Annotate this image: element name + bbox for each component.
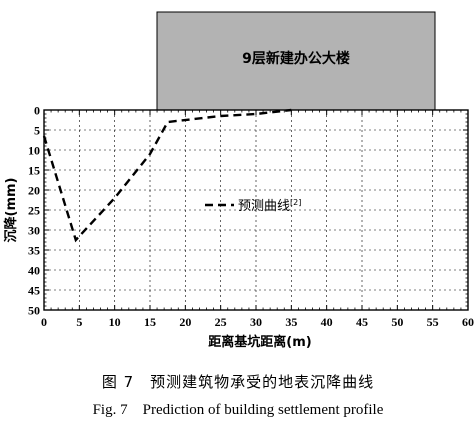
y-tick-label: 20	[28, 184, 40, 198]
x-axis-label: 距离基坑距离(m)	[208, 334, 311, 350]
y-axis-ticks: 0 5 10 15 20 25 30 35 40 45 50	[28, 104, 468, 318]
building-label: 9层新建办公大楼	[242, 50, 350, 67]
y-tick-label: 35	[28, 244, 40, 258]
y-tick-label: 0	[34, 104, 40, 118]
settlement-chart: 9层新建办公大楼 0 5 10 15 20 25 30 35 40 45 50 55 60 0 5 10 15…	[3, 11, 474, 350]
x-tick-label: 15	[144, 315, 156, 329]
figure-caption-chinese: 图 7 预测建筑物承受的地表沉降曲线	[101, 373, 375, 391]
building-rect	[156, 11, 436, 111]
x-tick-label: 0	[41, 315, 47, 329]
x-tick-label: 30	[250, 315, 262, 329]
x-tick-label: 5	[76, 315, 82, 329]
y-axis-label: 沉降(mm)	[3, 178, 19, 243]
x-axis-ticks: 0 5 10 15 20 25 30 35 40 45 50 55 60	[41, 110, 474, 329]
y-tick-label: 5	[34, 124, 40, 138]
x-tick-label: 10	[109, 315, 121, 329]
legend-label: 预测曲线[2]	[238, 198, 301, 214]
plot-frame	[43, 109, 469, 311]
x-tick-label: 20	[179, 315, 191, 329]
y-tick-label: 25	[28, 204, 40, 218]
y-tick-label: 40	[28, 264, 40, 278]
x-tick-label: 60	[462, 315, 474, 329]
y-tick-label: 15	[28, 164, 40, 178]
grid-lines	[44, 110, 468, 310]
legend: 预测曲线[2]	[205, 198, 301, 214]
x-tick-label: 55	[427, 315, 439, 329]
y-tick-label: 50	[28, 304, 40, 318]
x-tick-label: 40	[321, 315, 333, 329]
y-tick-label: 45	[28, 284, 40, 298]
x-tick-label: 45	[356, 315, 368, 329]
x-tick-label: 35	[285, 315, 297, 329]
x-tick-label: 25	[215, 315, 227, 329]
prediction-curve	[42, 108, 292, 243]
y-tick-label: 10	[28, 144, 40, 158]
x-tick-label: 50	[391, 315, 403, 329]
y-tick-label: 30	[28, 224, 40, 238]
figure-caption-english: Fig. 7 Prediction of building settlement…	[92, 402, 384, 418]
